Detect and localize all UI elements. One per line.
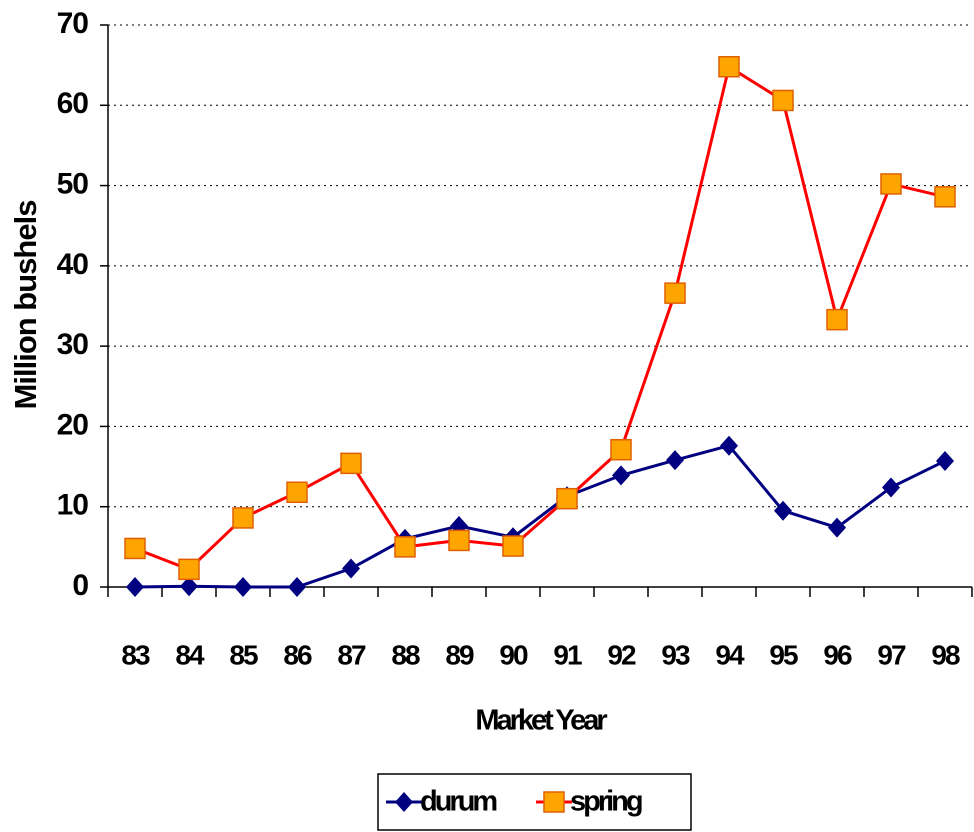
legend-label: durum [420, 786, 496, 818]
x-tick-label: 87 [337, 639, 366, 670]
y-tick-label: 30 [57, 328, 89, 361]
series-line [134, 64, 946, 572]
y-tick-label: 20 [57, 408, 89, 441]
x-tick-label: 90 [499, 639, 528, 670]
marker [664, 282, 686, 304]
marker [178, 558, 200, 581]
legend-label: spring [570, 786, 642, 818]
marker [934, 186, 956, 208]
x-tick-label: 97 [877, 639, 906, 670]
marker [720, 435, 738, 456]
y-axis-label: Million bushels [8, 201, 43, 410]
marker [666, 450, 684, 471]
marker [556, 487, 578, 510]
marker [774, 500, 792, 521]
marker [826, 308, 848, 331]
x-tick-label: 92 [607, 639, 636, 670]
marker [232, 507, 254, 529]
marker [448, 529, 470, 552]
x-tick-label: 94 [715, 639, 745, 670]
marker [882, 477, 900, 498]
legend-marker [543, 791, 565, 813]
marker [286, 481, 308, 504]
x-tick-label: 93 [661, 639, 690, 670]
y-tick-label: 0 [72, 569, 88, 602]
marker [288, 577, 306, 597]
x-tick-label: 88 [391, 639, 420, 670]
x-tick-label: 86 [283, 639, 312, 670]
marker [936, 450, 954, 471]
y-tick-label: 50 [57, 167, 89, 200]
y-tick-label: 40 [57, 248, 89, 281]
x-tick-label: 84 [175, 639, 205, 670]
marker [126, 577, 144, 597]
marker [612, 465, 630, 486]
marker [772, 89, 794, 112]
marker [342, 558, 360, 579]
x-tick-label: 95 [769, 639, 798, 670]
marker [880, 173, 902, 195]
marker [124, 537, 146, 560]
x-tick-label: 89 [445, 639, 474, 670]
x-tick-label: 98 [931, 639, 960, 670]
x-tick-label: 85 [229, 639, 258, 670]
y-tick-label: 10 [57, 489, 89, 522]
marker [340, 452, 362, 475]
y-tick-label: 70 [57, 7, 89, 40]
x-axis-label: Market Year [475, 705, 607, 737]
y-tick-label: 60 [57, 87, 89, 120]
marker [394, 536, 416, 558]
marker [502, 535, 524, 557]
x-tick-label: 83 [121, 639, 150, 670]
marker [180, 576, 198, 597]
marker [828, 517, 846, 538]
marker [718, 55, 740, 78]
marker [610, 438, 632, 461]
x-tick-label: 91 [553, 639, 582, 670]
series-line [134, 443, 946, 589]
x-tick-label: 96 [823, 639, 852, 670]
legend-marker [395, 792, 413, 812]
legend-box [377, 773, 692, 831]
marker [234, 577, 252, 597]
